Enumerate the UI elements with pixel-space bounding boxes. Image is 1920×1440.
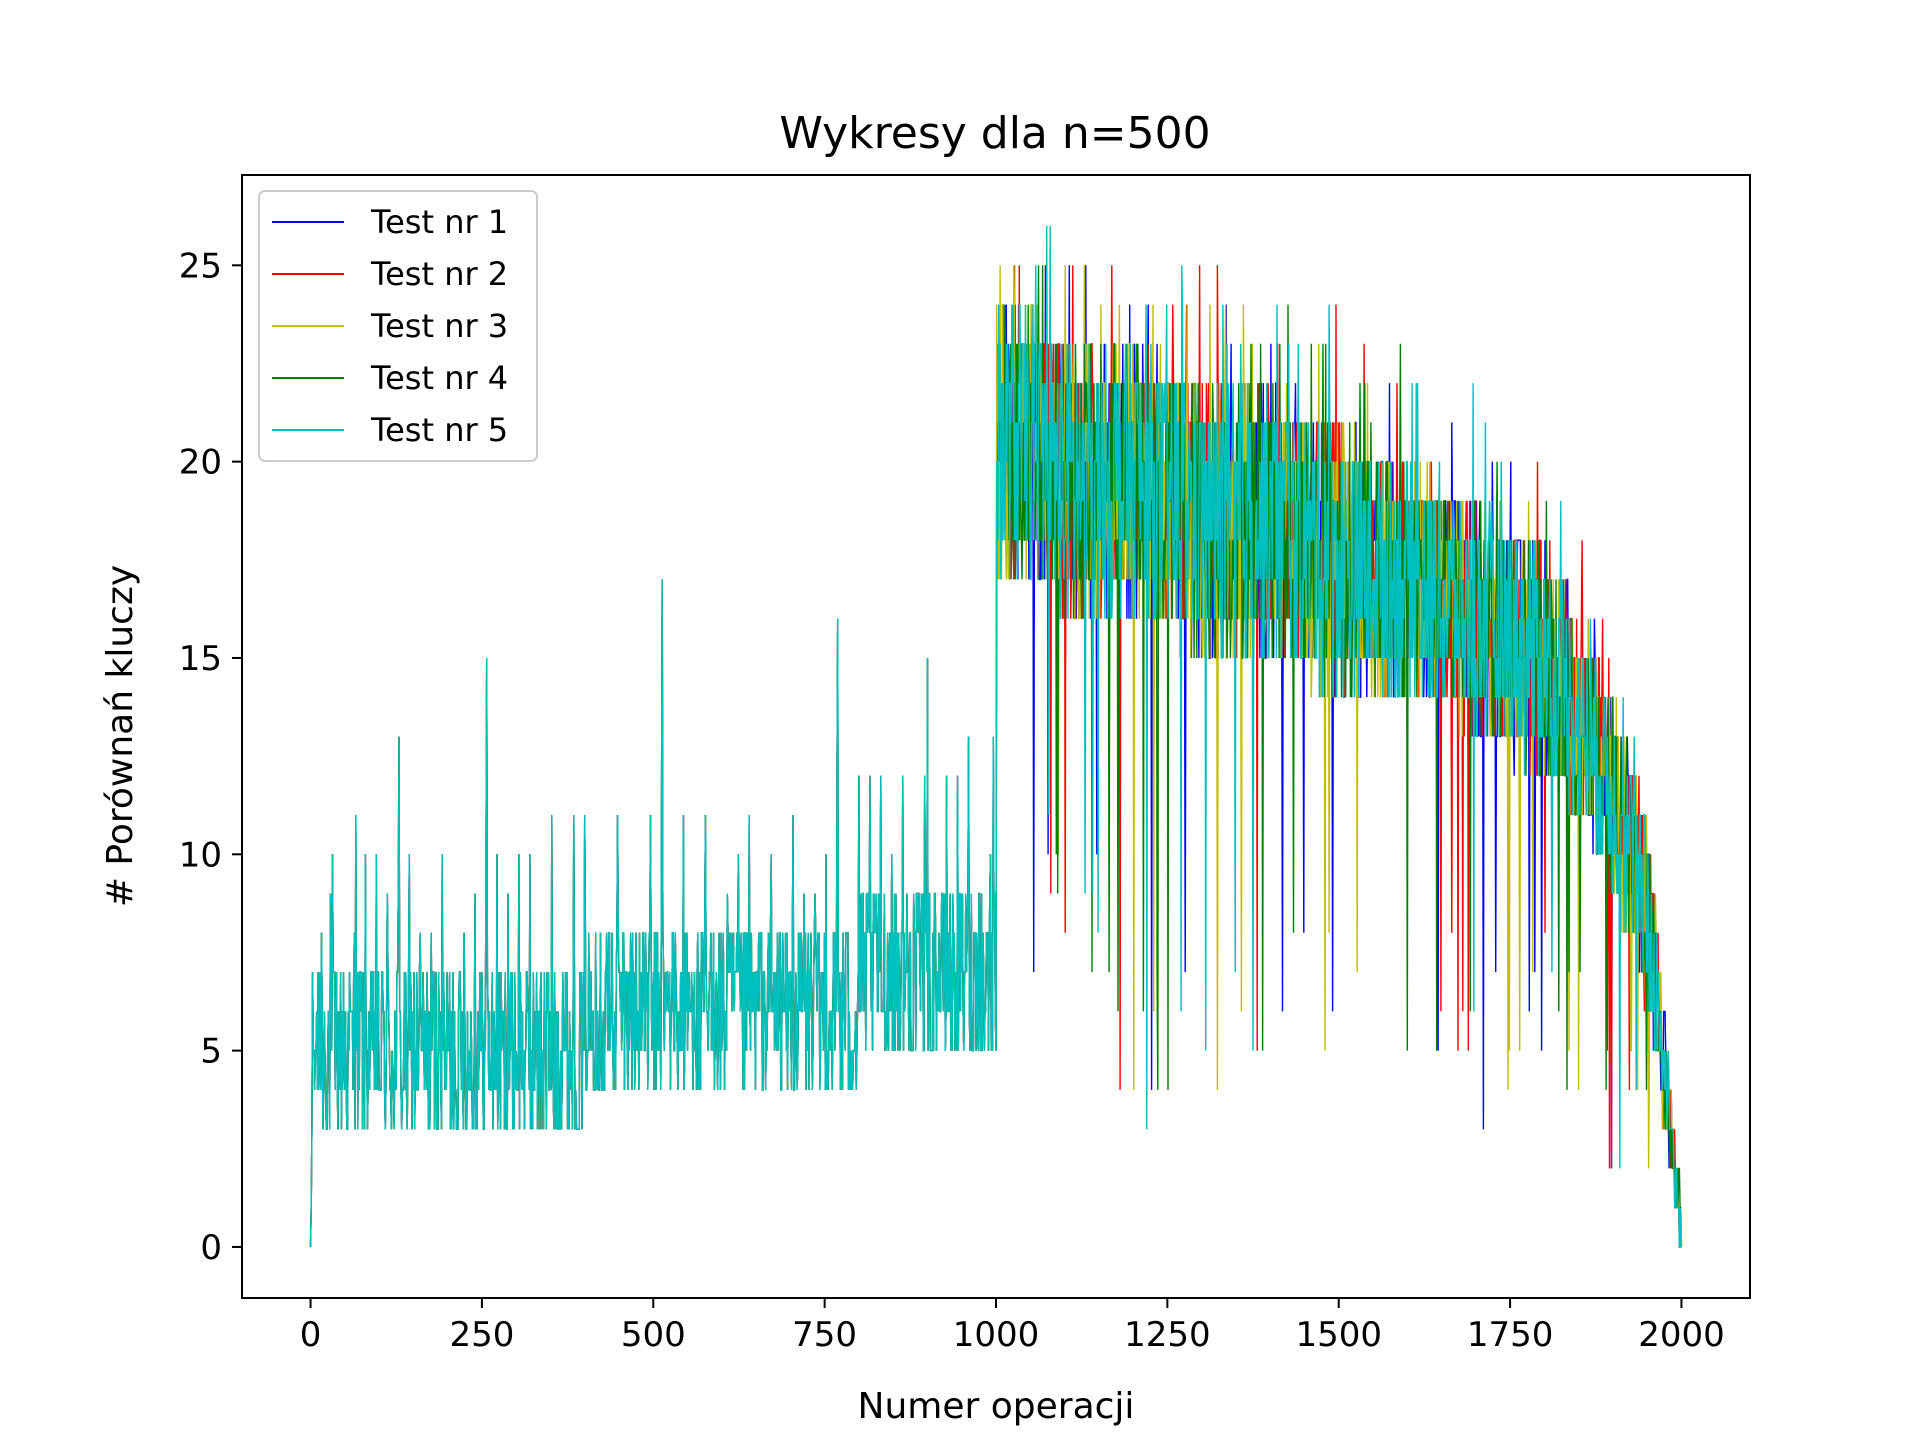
x-tick-label: 1000: [953, 1315, 1040, 1355]
y-axis: 0 5 10 15 20 25: [179, 246, 242, 1268]
legend-label: Test nr 3: [370, 307, 508, 345]
y-axis-label: # Porównań kluczy: [100, 565, 141, 907]
x-tick-label: 1250: [1124, 1315, 1211, 1355]
x-tick-label: 1500: [1295, 1315, 1382, 1355]
plot-area: [241, 174, 1751, 1299]
y-tick-label: 25: [179, 246, 222, 286]
y-tick-label: 5: [200, 1032, 222, 1072]
legend-label: Test nr 5: [370, 411, 508, 449]
x-tick-label: 250: [449, 1315, 514, 1355]
legend-frame: [258, 190, 538, 462]
y-tick-label: 0: [200, 1228, 222, 1268]
series-group: [309, 225, 1683, 1248]
legend-label: Test nr 4: [370, 359, 508, 397]
x-tick-label: 2000: [1638, 1315, 1725, 1355]
x-tick-label: 0: [300, 1315, 322, 1355]
series-line-test-5: [309, 225, 1682, 1248]
x-tick-label: 750: [792, 1315, 857, 1355]
x-axis: 0 250 500 750 1000 1250 1500 1750 2000: [300, 1298, 1725, 1355]
legend-label: Test nr 1: [370, 203, 508, 241]
y-tick-label: 20: [179, 443, 222, 483]
x-axis-label: Numer operacji: [858, 1386, 1135, 1427]
legend: Test nr 1 Test nr 2 Test nr 3 Test nr 4 Test…: [258, 190, 538, 462]
x-tick-label: 500: [621, 1315, 686, 1355]
x-tick-label: 1750: [1467, 1315, 1554, 1355]
chart-title: Wykresy dla n=500: [779, 108, 1210, 159]
y-tick-label: 15: [179, 639, 222, 679]
legend-label: Test nr 2: [370, 255, 508, 293]
y-tick-label: 10: [179, 835, 222, 875]
